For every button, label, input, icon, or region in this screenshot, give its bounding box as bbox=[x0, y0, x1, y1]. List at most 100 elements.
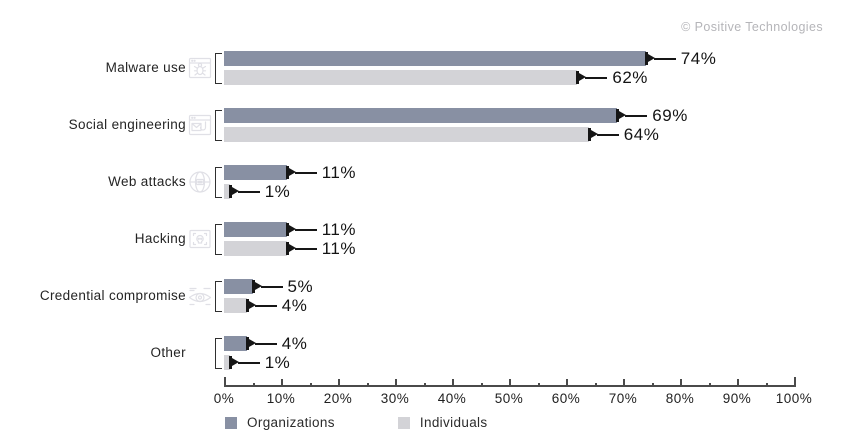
bar-organizations bbox=[224, 108, 618, 123]
bar-individuals bbox=[224, 298, 247, 313]
value-label-individuals: 1% bbox=[264, 182, 291, 201]
bar-end-cap bbox=[228, 185, 232, 198]
value-label-individuals: 62% bbox=[612, 68, 648, 87]
leader-line bbox=[625, 114, 648, 117]
axis-tick-major bbox=[794, 377, 796, 387]
malware-window-bug-icon bbox=[188, 56, 212, 80]
bar-organizations bbox=[224, 336, 247, 351]
leader-arrow bbox=[231, 187, 239, 195]
axis-tick-minor bbox=[765, 383, 768, 387]
axis-tick-major bbox=[338, 379, 340, 387]
leader-arrow bbox=[288, 168, 296, 176]
leader-line bbox=[294, 247, 317, 250]
leader-line bbox=[294, 171, 317, 174]
leader-arrow bbox=[288, 225, 296, 233]
leader-arrow bbox=[231, 358, 239, 366]
axis-tick-label: 80% bbox=[665, 391, 695, 406]
legend: Organizations Individuals bbox=[225, 415, 488, 430]
leader-arrow bbox=[248, 301, 256, 309]
bar-individuals bbox=[224, 184, 230, 199]
axis-tick-major bbox=[224, 377, 226, 387]
bar-end-cap bbox=[616, 109, 620, 122]
axis-tick-label: 20% bbox=[323, 391, 353, 406]
bar-individuals bbox=[224, 127, 589, 142]
value-label-individuals: 11% bbox=[321, 239, 356, 258]
legend-label: Organizations bbox=[247, 415, 335, 430]
leader-line bbox=[596, 133, 619, 136]
leader-line bbox=[237, 190, 260, 193]
leader-arrow bbox=[590, 130, 598, 138]
bar-end-cap bbox=[245, 337, 249, 350]
value-label-organizations: 11% bbox=[321, 163, 356, 182]
axis-tick-label: 70% bbox=[608, 391, 638, 406]
web-globe-icon bbox=[188, 170, 212, 194]
axis-tick-label: 60% bbox=[551, 391, 581, 406]
bar-organizations bbox=[224, 279, 253, 294]
axis-tick-minor bbox=[651, 383, 654, 387]
pair-bracket bbox=[215, 110, 222, 141]
leader-line bbox=[260, 285, 283, 288]
axis-tick-major bbox=[737, 379, 739, 387]
axis-tick-label: 90% bbox=[722, 391, 752, 406]
hacking-skull-window-icon bbox=[188, 227, 212, 251]
pair-bracket bbox=[215, 281, 222, 312]
leader-line bbox=[237, 361, 260, 364]
bar-end-cap bbox=[285, 242, 289, 255]
leader-line bbox=[294, 228, 317, 231]
value-label-organizations: 69% bbox=[652, 106, 688, 125]
axis-tick-label: 40% bbox=[437, 391, 467, 406]
bar-organizations bbox=[224, 51, 646, 66]
axis-tick-minor bbox=[252, 383, 255, 387]
axis-tick-label: 50% bbox=[494, 391, 524, 406]
axis-tick-major bbox=[509, 379, 511, 387]
bar-end-cap bbox=[285, 166, 289, 179]
category-label: Malware use bbox=[105, 60, 186, 75]
category-label: Social engineering bbox=[68, 117, 186, 132]
pair-bracket bbox=[215, 338, 222, 369]
bar-end-cap bbox=[587, 128, 591, 141]
bar-end-cap bbox=[245, 299, 249, 312]
bar-end-cap bbox=[251, 280, 255, 293]
leader-arrow bbox=[254, 282, 262, 290]
bar-end-cap bbox=[228, 356, 232, 369]
axis-tick-major bbox=[281, 379, 283, 387]
value-label-organizations: 5% bbox=[287, 277, 314, 296]
bar-individuals bbox=[224, 241, 287, 256]
value-label-individuals: 64% bbox=[623, 125, 660, 144]
legend-swatch-individuals bbox=[397, 416, 410, 429]
copyright: © Positive Technologies bbox=[681, 20, 823, 34]
bar-end-cap bbox=[285, 223, 289, 236]
value-label-individuals: 4% bbox=[281, 296, 308, 315]
bar-individuals bbox=[224, 70, 578, 85]
social-engineering-mail-hook-icon bbox=[188, 113, 212, 137]
leader-arrow bbox=[647, 54, 655, 62]
bar-individuals bbox=[224, 355, 230, 370]
bar-end-cap bbox=[576, 71, 580, 84]
axis-tick-minor bbox=[480, 383, 483, 387]
axis-tick-minor bbox=[423, 383, 426, 387]
bar-organizations bbox=[224, 165, 287, 180]
axis-tick-major bbox=[566, 379, 568, 387]
pair-bracket bbox=[215, 224, 222, 255]
bar-organizations bbox=[224, 222, 287, 237]
axis-tick-major bbox=[623, 379, 625, 387]
legend-item-organizations: Organizations bbox=[225, 415, 335, 430]
legend-item-individuals: Individuals bbox=[397, 415, 488, 430]
leader-arrow bbox=[619, 111, 627, 119]
leader-arrow bbox=[288, 244, 296, 252]
axis-tick-major bbox=[680, 379, 682, 387]
leader-arrow bbox=[579, 73, 587, 81]
value-label-organizations: 4% bbox=[281, 334, 308, 353]
legend-swatch-organizations bbox=[225, 416, 237, 429]
axis-tick-label: 30% bbox=[380, 391, 410, 406]
leader-line bbox=[653, 57, 676, 60]
leader-arrow bbox=[248, 339, 256, 347]
axis-tick-minor bbox=[708, 383, 711, 387]
credential-eye-icon bbox=[188, 284, 212, 308]
axis-tick-major bbox=[452, 379, 454, 387]
value-label-organizations: 11% bbox=[321, 220, 356, 239]
category-label: Hacking bbox=[134, 231, 186, 246]
category-label: Web attacks bbox=[108, 174, 186, 189]
axis-tick-minor bbox=[309, 383, 312, 387]
